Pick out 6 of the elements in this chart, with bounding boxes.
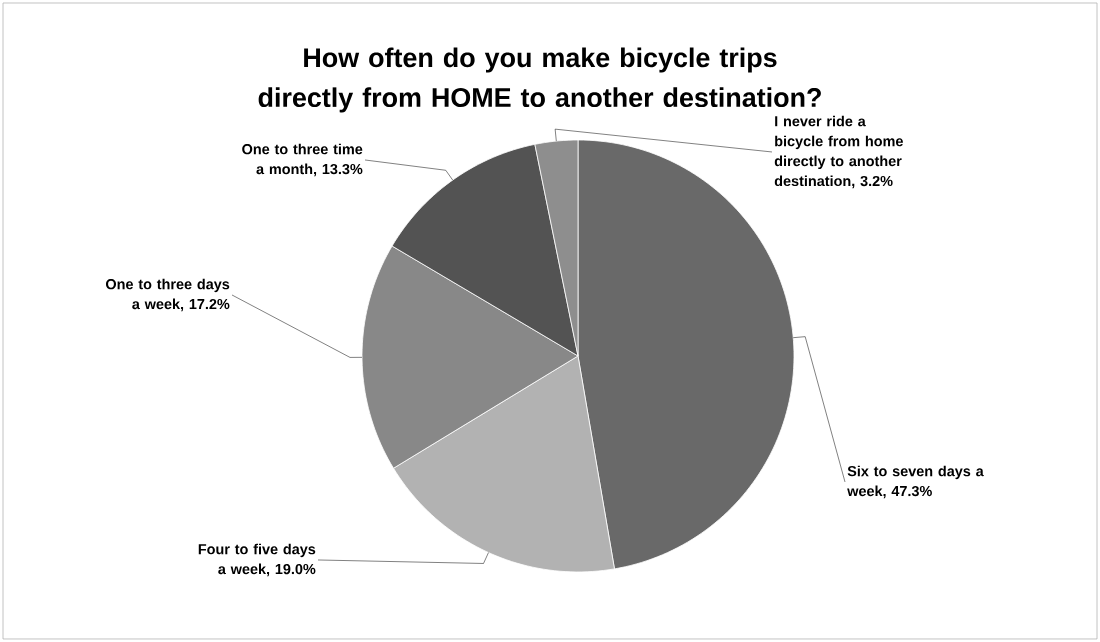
slice-label: Six to seven days a week, 47.3% xyxy=(847,465,984,499)
slice-label: I never ride a bicycle from home directly to another destination, 3.2% xyxy=(774,115,903,189)
slice-label: One to three days a week, 17.2% xyxy=(105,278,230,312)
slice-label: One to three time a month, 13.3% xyxy=(242,143,363,177)
chart-title: How often do you make bicycle trips directly from HOME to another destination? xyxy=(258,47,821,113)
slice-label: Four to five days a week, 19.0% xyxy=(198,543,316,577)
